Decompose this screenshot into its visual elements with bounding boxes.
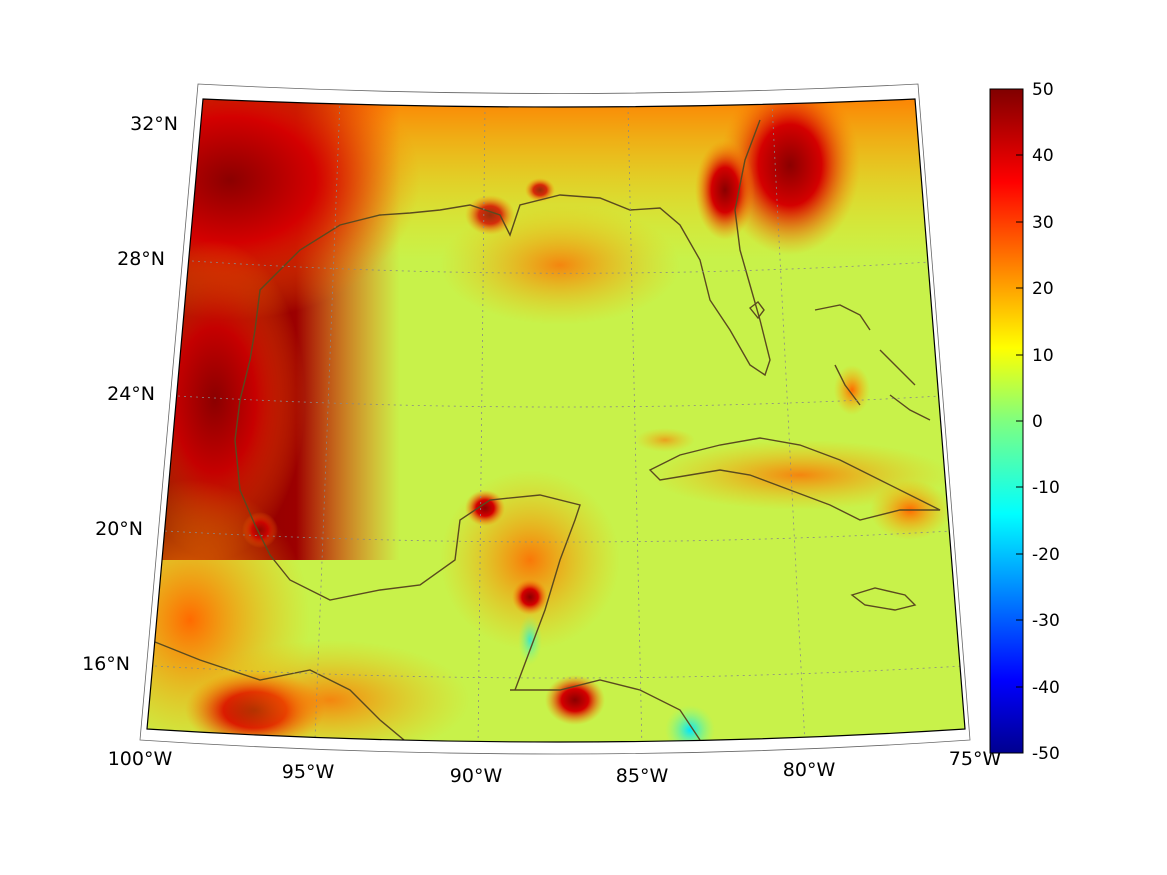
colorbar-label: 40 [1032,146,1054,166]
island-cuba [648,437,941,521]
lon-label: 100°W [108,748,173,770]
colorbar-label: -50 [1032,744,1060,764]
field-layer [147,99,965,742]
lat-label: 16°N [82,653,130,675]
lat-label: 20°N [95,518,143,540]
colorbar: 50 40 30 20 10 0 -10 -20 -30 -40 -50 [989,80,1060,764]
lon-label: 90°W [450,765,503,787]
lat-label: 24°N [107,383,155,405]
colorbar-label: 20 [1032,279,1054,299]
coast-central-america [510,679,701,741]
colorbar-label: 10 [1032,346,1054,366]
colorbar-label: -10 [1032,478,1060,498]
lon-label: 85°W [616,765,669,787]
colorbar-label: 30 [1032,213,1054,233]
coast-mexico-west [234,329,581,691]
island-jamaica [850,587,917,611]
coastline-layer [149,119,941,742]
lon-label: 95°W [282,761,335,783]
colorbar-ticks [1016,154,1023,688]
lon-label: 80°W [783,759,836,781]
colorbar-label: 0 [1032,412,1043,432]
colorbar-label: 50 [1032,80,1054,100]
colorbar-label: -20 [1032,545,1060,565]
lat-label: 28°N [117,248,165,270]
lon-axis: 100°W 95°W 90°W 85°W 80°W 75°W [108,748,1002,787]
graticule [154,99,964,742]
lat-label: 32°N [130,113,178,135]
lon-label: 75°W [949,748,1002,770]
coast-pacific [149,639,411,742]
island-bahamas [814,304,931,421]
map-frame [146,98,966,743]
colorbar-label: -30 [1032,611,1060,631]
coast-us-mexico-gulf [254,119,771,377]
colorbar-label: -40 [1032,678,1060,698]
map-outer-frame [139,83,971,755]
island-florida-lake [749,301,765,320]
lat-axis: 32°N 28°N 24°N 20°N 16°N [82,113,178,675]
